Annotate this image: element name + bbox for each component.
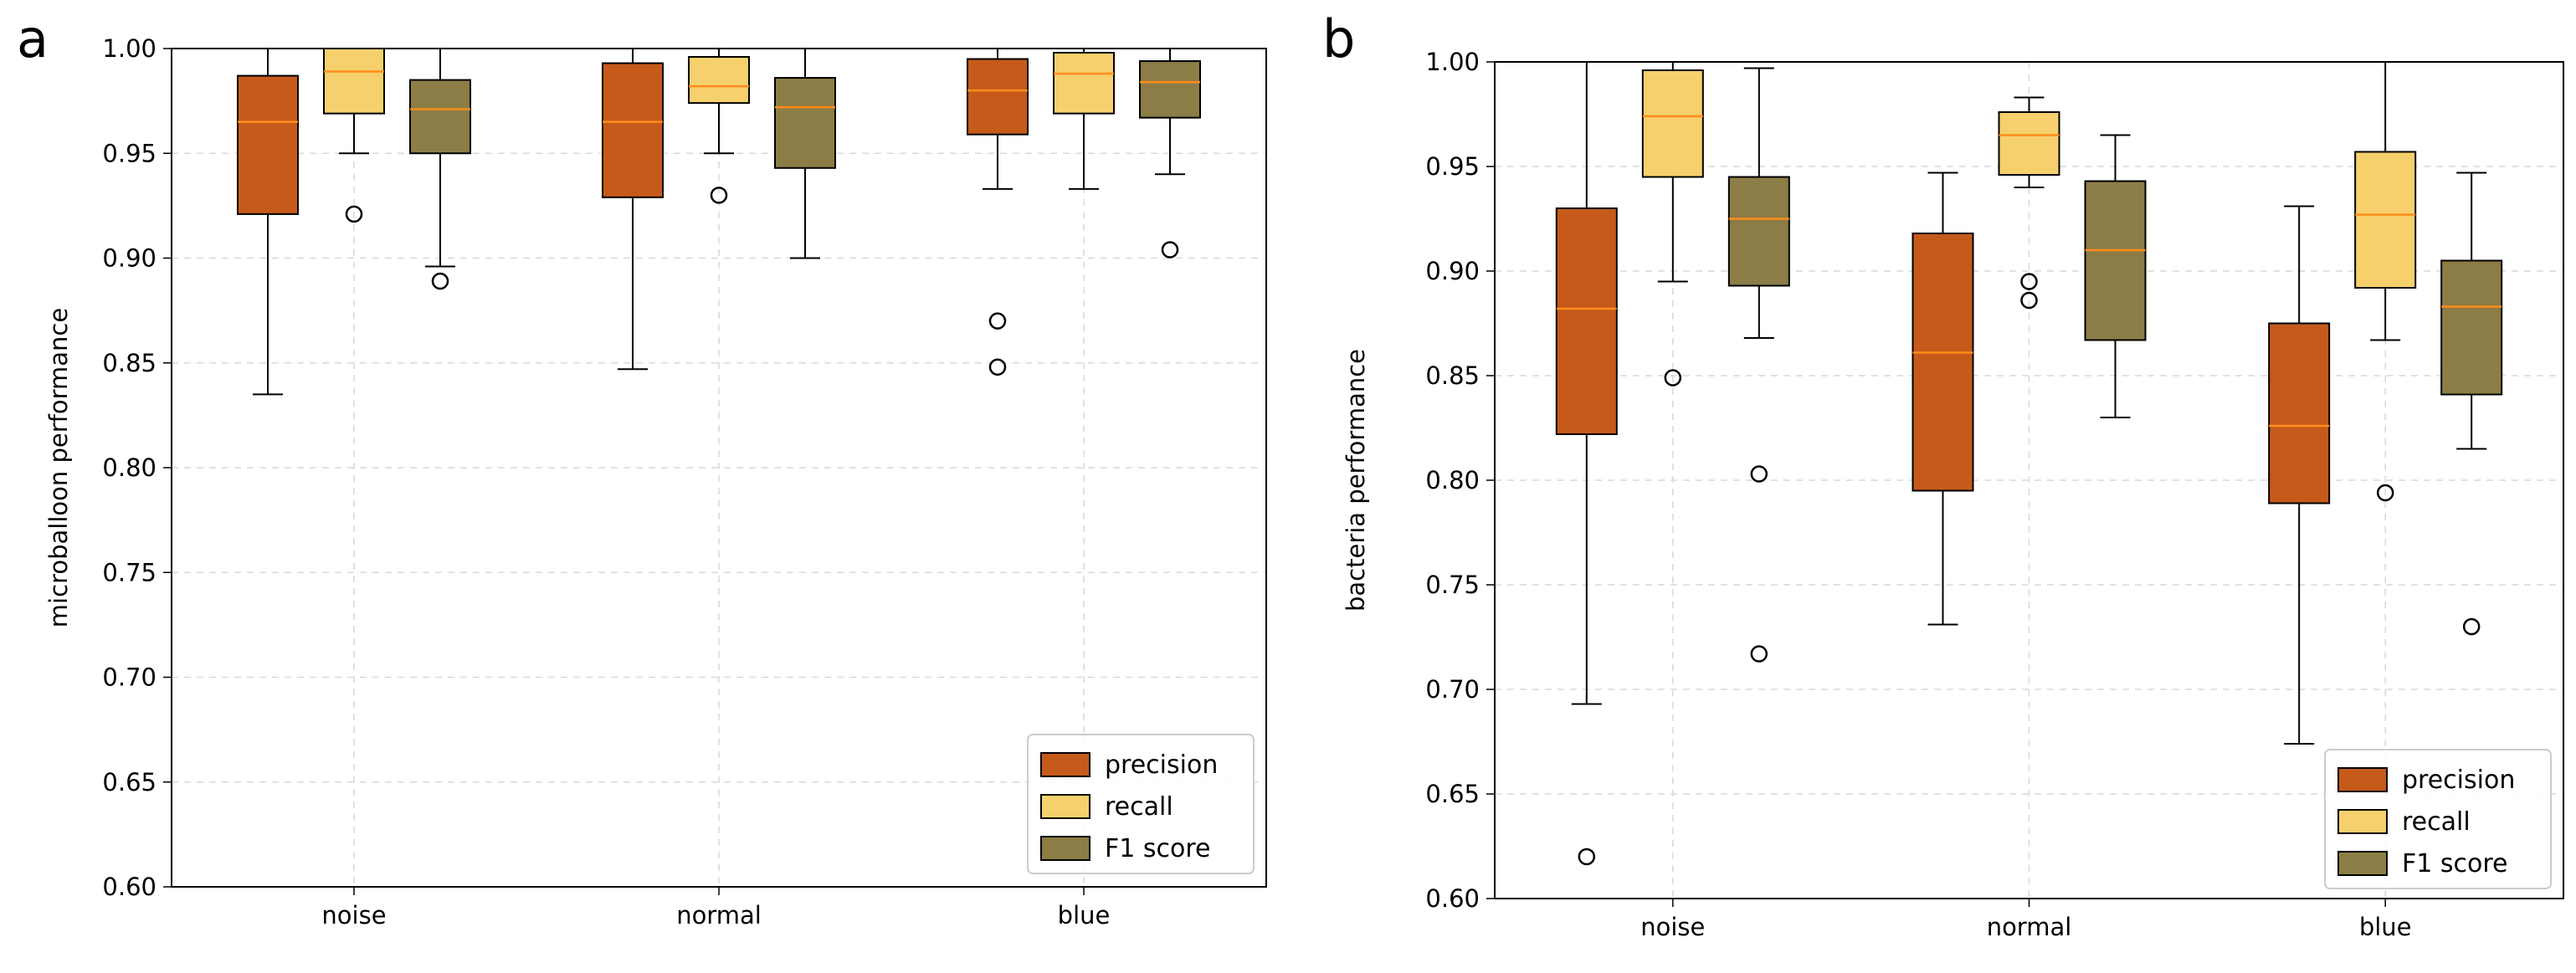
panel-a-letter: a: [17, 8, 49, 69]
panel-a-precision-noise-iqr: [237, 74, 299, 215]
panel-a-precision-noise-box: [237, 48, 299, 396]
panel-a-ytick-label-2: 0.70: [102, 663, 157, 692]
panel-b-precision-blue-box: [2268, 205, 2331, 745]
panel-a-recall-noise-box: [323, 48, 385, 223]
panel-a-ytick-label-4: 0.80: [102, 453, 157, 482]
panel-b-precision-noise-iqr: [1555, 207, 1618, 435]
panel-a-ytick-label-6: 0.90: [102, 244, 157, 273]
panel-a-precision-blue-iqr: [967, 58, 1029, 136]
panel-a-recall-noise-iqr: [323, 48, 385, 115]
panel-a-ytick-label-1: 0.65: [102, 768, 157, 796]
panel-a-legend-label-f1-score: F1 score: [1105, 834, 1211, 863]
panel-b-f1-score-noise-iqr: [1727, 176, 1790, 287]
panel-b-f1-score-noise-outlier-1: [1750, 645, 1768, 663]
panel-a-f1-score-blue-outlier-0: [1161, 241, 1179, 259]
panel-a-recall-blue-box: [1053, 48, 1115, 190]
panel-b-ytick-label-0: 0.60: [1425, 884, 1480, 913]
panel-b-ytick-label-3: 0.75: [1425, 571, 1480, 599]
panel-b-f1-score-blue-iqr: [2440, 259, 2503, 396]
panel-b-recall-noise-box: [1641, 61, 1704, 387]
panel-a-f1-score-blue-box: [1139, 48, 1201, 259]
panel-a-f1-score-noise-box: [409, 48, 471, 290]
panel-b-ytick-label-1: 0.65: [1425, 780, 1480, 808]
panel-a-ytick-label-5: 0.85: [102, 349, 157, 377]
panel-b-recall-blue-box: [2354, 61, 2417, 502]
panel-a-xtick-label-normal: normal: [676, 901, 762, 929]
panel-b-f1-score-normal-box: [2084, 134, 2147, 418]
panel-a-f1-score-noise-outlier-0: [431, 272, 449, 290]
panel-b-recall-normal-box: [1998, 96, 2060, 310]
panel-a-ytick-label-3: 0.75: [102, 558, 157, 586]
panel-b-legend-label-f1-score: F1 score: [2402, 849, 2508, 878]
panel-a-precision-normal-iqr: [602, 62, 664, 198]
panel-b-ytick-label-8: 1.00: [1425, 48, 1480, 76]
panel-a-ytick-label-8: 1.00: [102, 34, 157, 63]
panel-a-ytick-label-7: 0.95: [102, 139, 157, 167]
panel-b-f1-score-blue-outlier-0: [2462, 617, 2481, 636]
panel-b-recall-normal-outlier-1: [2020, 291, 2038, 310]
panel-a-axes-frame: [171, 48, 1267, 888]
panel-b-legend-swatch-f1-score: [2337, 851, 2388, 876]
panel-a-recall-noise-outlier-0: [345, 205, 363, 223]
panel-b-ytick-label-2: 0.70: [1425, 675, 1480, 704]
panel-a-f1-score-normal-box: [774, 48, 836, 259]
panel-b-recall-normal-outlier-0: [2020, 273, 2038, 290]
panel-b-precision-noise-outlier-0: [1578, 848, 1596, 866]
panel-a-recall-normal-box: [688, 48, 750, 204]
panel-b-legend-swatch-precision: [2337, 767, 2388, 792]
panel-b-recall-noise-iqr: [1641, 69, 1704, 178]
panel-b-f1-score-blue-box: [2440, 172, 2503, 636]
panel-b-ytick-label-4: 0.80: [1425, 466, 1480, 494]
panel-a-precision-blue-outlier-1: [988, 358, 1007, 376]
panel-b-axes-frame: [1494, 61, 2564, 899]
panel-a-recall-blue-iqr: [1053, 52, 1115, 115]
panel-b-xtick-label-blue: blue: [2359, 913, 2412, 941]
panel-b-ytick-label-7: 0.95: [1425, 152, 1480, 181]
panel-a-xtick-label-blue: blue: [1058, 901, 1111, 929]
panel-b-xtick-label-noise: noise: [1640, 913, 1705, 941]
panel-b-letter: b: [1322, 8, 1355, 69]
panel-a: 0.60 0.65 0.70 0.75 0.80 0.85 0.90 0.95 1.00 nois…: [17, 8, 1267, 929]
panel-b-ylabel: bacteria performance: [1342, 349, 1370, 612]
panel-b-legend: precision recall F1 score: [2324, 749, 2552, 889]
panel-a-xtick-label-noise: noise: [321, 901, 386, 929]
panel-b-xtick-label-normal: normal: [1987, 913, 2072, 941]
panel-b-legend-label-precision: precision: [2402, 766, 2515, 795]
panel-b: 0.60 0.65 0.70 0.75 0.80 0.85 0.90 0.95 1.00 nois…: [1322, 8, 2564, 941]
panel-a-ytick-label-0: 0.60: [102, 873, 157, 901]
panel-a-legend-label-recall: recall: [1105, 792, 1173, 822]
panel-a-precision-blue-box: [967, 48, 1029, 376]
panel-a-legend-swatch-f1-score: [1040, 836, 1090, 861]
panel-a-precision-blue-outlier-0: [988, 312, 1007, 330]
panel-a-f1-score-noise-iqr: [409, 79, 471, 155]
panel-a-legend: precision recall F1 score: [1027, 734, 1255, 874]
panel-a-f1-score-blue-iqr: [1139, 60, 1201, 119]
panel-b-recall-normal-iqr: [1998, 111, 2060, 176]
panel-b-legend-swatch-recall: [2337, 809, 2388, 834]
panel-b-precision-normal-box: [1911, 172, 1974, 626]
panel-a-recall-normal-outlier-0: [710, 187, 728, 204]
panel-a-recall-normal-iqr: [688, 56, 750, 105]
panel-a-f1-score-normal-iqr: [774, 77, 836, 169]
panel-b-precision-normal-iqr: [1911, 233, 1974, 492]
panel-b-legend-label-recall: recall: [2402, 807, 2471, 837]
panel-a-legend-label-precision: precision: [1105, 750, 1218, 780]
panel-a-legend-swatch-precision: [1040, 752, 1090, 777]
panel-b-recall-noise-outlier-0: [1664, 369, 1682, 387]
panel-a-precision-normal-box: [602, 48, 664, 371]
panel-b-precision-blue-iqr: [2268, 322, 2331, 504]
panel-b-f1-score-normal-iqr: [2084, 180, 2147, 341]
panel-b-ytick-label-5: 0.85: [1425, 361, 1480, 390]
panel-a-ylabel: microballoon performance: [44, 308, 73, 627]
panel-b-ytick-label-6: 0.90: [1425, 257, 1480, 285]
panel-b-f1-score-noise-box: [1727, 67, 1790, 663]
panel-b-recall-blue-outlier-0: [2376, 484, 2394, 502]
panel-b-recall-blue-iqr: [2354, 151, 2417, 289]
panel-b-precision-noise-box: [1555, 61, 1618, 866]
panel-b-f1-score-noise-outlier-0: [1750, 465, 1768, 483]
panel-a-legend-swatch-recall: [1040, 794, 1090, 819]
